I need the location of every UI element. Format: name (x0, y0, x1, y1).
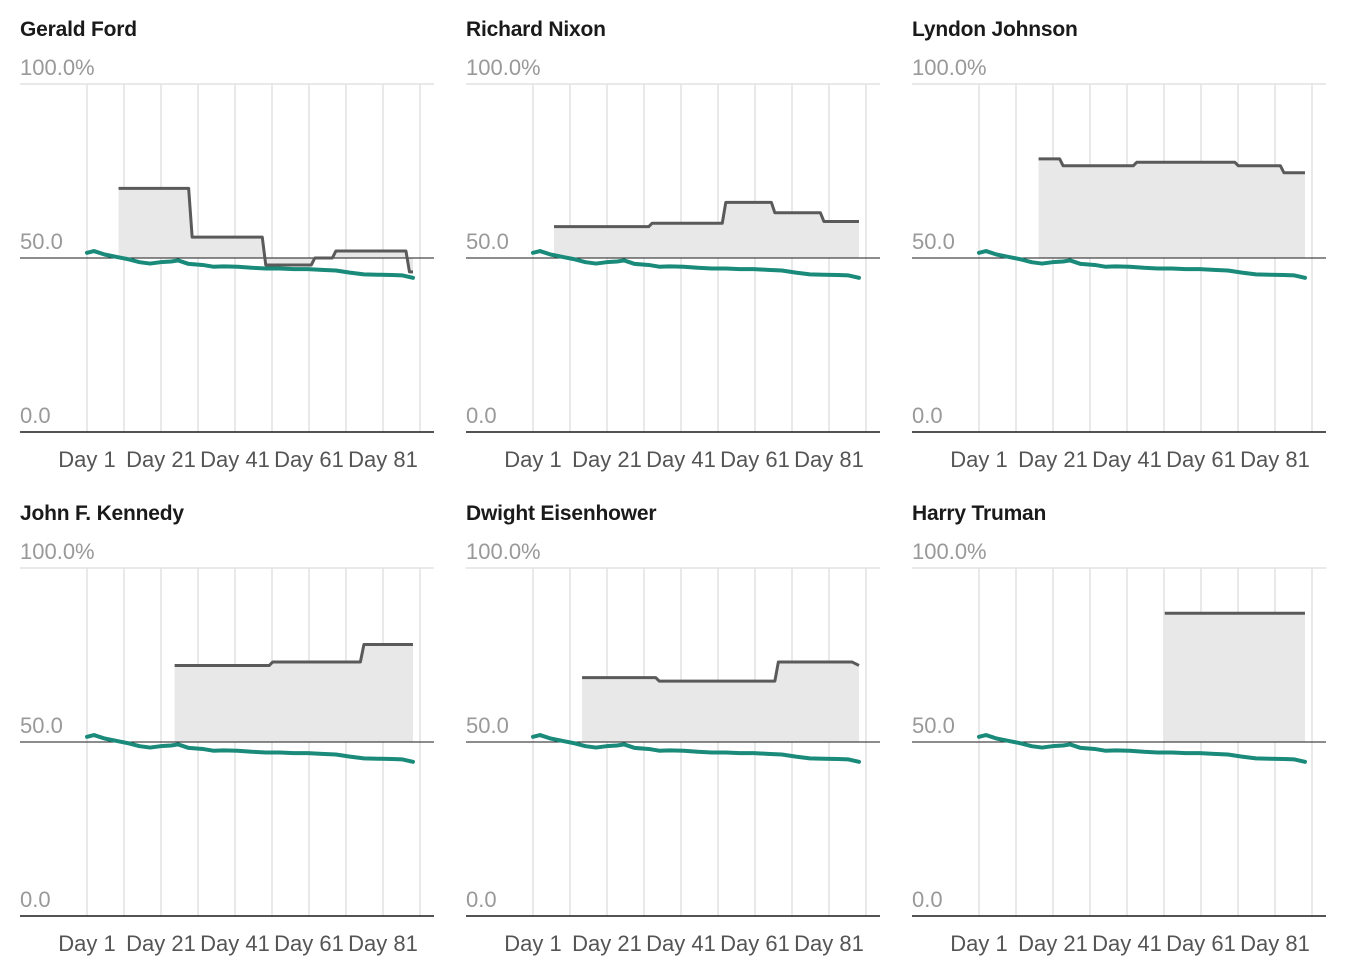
chart-plot: 100.0% 50.0 0.0 Day 1 Day 21 Day 41 Day 61 Day … (912, 55, 1326, 472)
x-tick-label: Day 41 (1092, 447, 1162, 472)
chart-title: Gerald Ford (20, 18, 137, 41)
x-tick-label: Day 1 (950, 447, 1007, 472)
upper-series-line (1038, 157, 1305, 175)
chart-title: Harry Truman (912, 502, 1047, 525)
x-tick-label: Day 41 (646, 447, 716, 472)
y-tick-label: 100.0% (912, 539, 987, 564)
x-tick-label: Day 81 (1240, 931, 1310, 956)
y-tick-label: 100.0% (912, 55, 987, 80)
chart-panel-1: Richard Nixon 100.0% 50.0 0.0 Day 1 Day 21 Da… (466, 0, 892, 472)
x-tick-label: Day 81 (348, 931, 418, 956)
lower-series-line (85, 249, 415, 280)
y-tick-label: 50.0 (912, 713, 955, 738)
x-tick-label: Day 1 (950, 931, 1007, 956)
chart-panel-0: Gerald Ford 100.0% 50.0 0.0 Day 1 Day 21 Day … (20, 0, 446, 472)
lower-series-line (531, 733, 861, 764)
y-tick-label: 50.0 (912, 229, 955, 254)
x-tick-label: Day 61 (720, 447, 790, 472)
y-tick-label: 0.0 (466, 403, 497, 428)
x-tick-label: Day 41 (200, 931, 270, 956)
y-tick-label: 0.0 (20, 403, 51, 428)
x-tick-label: Day 61 (1166, 447, 1236, 472)
chart-title: Richard Nixon (466, 18, 606, 41)
chart-title: Lyndon Johnson (912, 18, 1078, 41)
x-tick-label: Day 21 (572, 931, 642, 956)
chart-panel-4: Dwight Eisenhower 100.0% 50.0 0.0 Day 1 Day … (466, 484, 892, 956)
upper-series-line (554, 200, 859, 229)
y-tick-label: 0.0 (912, 403, 943, 428)
upper-series-line (582, 660, 860, 683)
x-tick-label: Day 1 (58, 447, 115, 472)
shaded-band (1164, 613, 1305, 742)
chart-title: John F. Kennedy (20, 502, 184, 525)
chart-panel-5: Harry Truman 100.0% 50.0 0.0 Day 1 Day 21 Day… (912, 484, 1338, 956)
shaded-band (582, 661, 859, 742)
x-tick-label: Day 21 (1018, 447, 1088, 472)
lower-series-line (85, 733, 415, 764)
y-tick-label: 50.0 (466, 713, 509, 738)
y-tick-label: 0.0 (466, 887, 497, 912)
y-tick-label: 50.0 (20, 713, 63, 738)
upper-series-line (174, 643, 413, 667)
x-tick-label: Day 61 (274, 931, 344, 956)
lower-series-line (977, 733, 1307, 764)
chart-plot: 100.0% 50.0 0.0 Day 1 Day 21 Day 41 Day 61 Day … (466, 539, 880, 956)
x-tick-label: Day 1 (504, 931, 561, 956)
chart-panel-3: John F. Kennedy 100.0% 50.0 0.0 Day 1 Day 21… (20, 484, 446, 956)
x-tick-label: Day 21 (126, 931, 196, 956)
shaded-band (174, 644, 413, 742)
shaded-band (554, 202, 859, 258)
x-tick-label: Day 81 (1240, 447, 1310, 472)
x-tick-label: Day 81 (348, 447, 418, 472)
lower-series-line (531, 249, 861, 280)
x-tick-label: Day 41 (1092, 931, 1162, 956)
y-tick-label: 0.0 (912, 887, 943, 912)
chart-plot: 100.0% 50.0 0.0 Day 1 Day 21 Day 41 Day 61 Day … (466, 55, 880, 472)
chart-title: Dwight Eisenhower (466, 502, 657, 525)
x-tick-label: Day 81 (794, 931, 864, 956)
y-tick-label: 0.0 (20, 887, 51, 912)
x-tick-label: Day 1 (504, 447, 561, 472)
x-tick-label: Day 21 (572, 447, 642, 472)
x-tick-label: Day 81 (794, 447, 864, 472)
chart-plot: 100.0% 50.0 0.0 Day 1 Day 21 Day 41 Day 61 Day … (912, 539, 1326, 956)
shaded-band (1038, 158, 1305, 258)
y-tick-label: 50.0 (466, 229, 509, 254)
x-tick-label: Day 61 (274, 447, 344, 472)
x-tick-label: Day 41 (200, 447, 270, 472)
chart-plot: 100.0% 50.0 0.0 Day 1 Day 21 Day 41 Day 61 Day … (20, 539, 434, 956)
y-tick-label: 100.0% (20, 539, 95, 564)
y-tick-label: 50.0 (20, 229, 63, 254)
upper-series-line (118, 186, 413, 274)
y-tick-label: 100.0% (466, 55, 541, 80)
x-tick-label: Day 21 (126, 447, 196, 472)
x-tick-label: Day 61 (720, 931, 790, 956)
x-tick-label: Day 21 (1018, 931, 1088, 956)
chart-panel-2: Lyndon Johnson 100.0% 50.0 0.0 Day 1 Day 21 D… (912, 0, 1338, 472)
lower-series-line (977, 249, 1307, 280)
y-tick-label: 100.0% (20, 55, 95, 80)
chart-plot: 100.0% 50.0 0.0 Day 1 Day 21 Day 41 Day 61 Day … (20, 55, 434, 472)
y-tick-label: 100.0% (466, 539, 541, 564)
x-tick-label: Day 61 (1166, 931, 1236, 956)
x-tick-label: Day 1 (58, 931, 115, 956)
x-tick-label: Day 41 (646, 931, 716, 956)
